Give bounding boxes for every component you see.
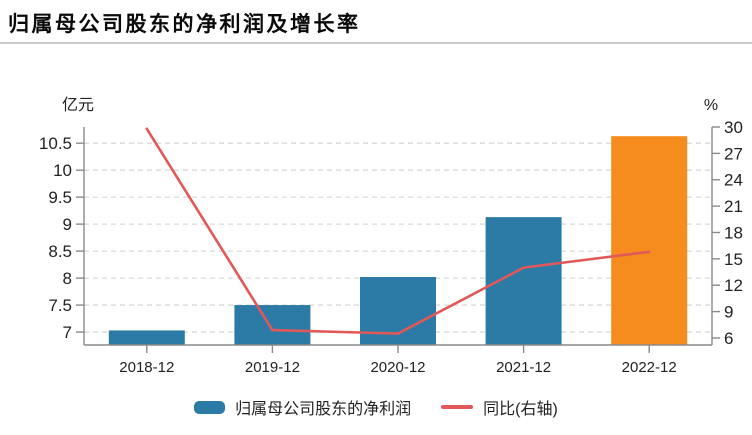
line-series-swatch — [441, 405, 474, 409]
bar-2022-12 — [611, 136, 688, 345]
x-axis-label: 2020-12 — [370, 359, 425, 376]
right-tick-label: 24 — [724, 171, 743, 190]
legend-label-yoy: 同比(右轴) — [483, 401, 558, 418]
left-tick-label: 9.5 — [48, 188, 72, 207]
right-tick-label: 18 — [724, 223, 743, 242]
right-tick-label: 30 — [724, 118, 743, 137]
bar-2018-12 — [108, 330, 185, 345]
right-axis-unit-label: % — [704, 97, 718, 114]
right-tick-label: 27 — [724, 144, 743, 163]
x-axis-label: 2021-12 — [496, 359, 551, 376]
left-axis-unit-label: 亿元 — [62, 96, 94, 114]
right-tick-label: 21 — [724, 197, 743, 216]
title-divider — [0, 42, 752, 44]
left-tick-label: 7 — [63, 323, 72, 342]
left-tick-label: 8.5 — [48, 242, 72, 261]
left-tick-label: 9 — [63, 215, 72, 234]
right-tick-label: 9 — [724, 303, 733, 322]
x-axis-label: 2019-12 — [245, 359, 300, 376]
right-tick-label: 15 — [724, 250, 743, 269]
chart-title: 归属母公司股东的净利润及增长率 — [8, 13, 361, 36]
combo-chart-plot: 7 7.5 8 8.5 9 9.5 10 10.5 6 9 12 15 18 21 24 27 30 2018-1… — [39, 96, 743, 376]
x-axis-label: 2018-12 — [119, 359, 174, 376]
left-tick-label: 8 — [63, 269, 72, 288]
legend-label-net-profit: 归属母公司股东的净利润 — [235, 401, 412, 418]
x-axis-label: 2022-12 — [622, 359, 677, 376]
chart-legend: 归属母公司股东的净利润 同比(右轴) — [0, 395, 752, 419]
left-tick-label: 7.5 — [48, 296, 72, 315]
yoy-growth-line — [145, 127, 651, 335]
legend-item-yoy[interactable]: 同比(右轴) — [441, 395, 558, 419]
right-tick-label: 12 — [724, 276, 743, 295]
legend-item-net-profit[interactable]: 归属母公司股东的净利润 — [194, 395, 411, 419]
left-tick-label: 10 — [53, 161, 72, 180]
bar-2019-12 — [234, 305, 311, 345]
left-tick-label: 10.5 — [39, 134, 72, 153]
bar-series-swatch — [194, 400, 226, 414]
right-tick-label: 6 — [724, 329, 733, 348]
